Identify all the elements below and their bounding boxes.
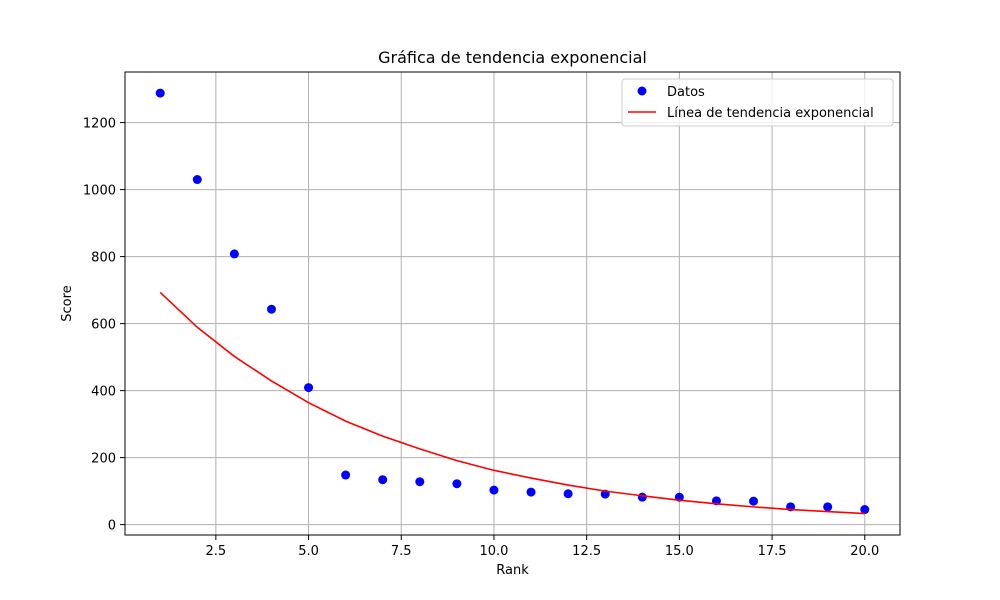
data-point bbox=[266, 304, 276, 314]
data-point bbox=[155, 88, 165, 98]
y-tick-label: 1200 bbox=[83, 117, 116, 132]
data-point bbox=[229, 249, 239, 259]
data-point bbox=[637, 492, 647, 502]
x-axis-title: Rank bbox=[496, 563, 529, 578]
data-point bbox=[860, 505, 870, 515]
data-point bbox=[823, 502, 833, 512]
data-point bbox=[415, 477, 425, 487]
y-tick-label: 0 bbox=[108, 519, 116, 534]
y-tick-label: 800 bbox=[91, 251, 116, 266]
data-point bbox=[304, 383, 314, 393]
data-point bbox=[489, 485, 499, 495]
x-tick-label: 10.0 bbox=[479, 544, 508, 559]
y-tick-label: 400 bbox=[91, 385, 116, 400]
grid-lines bbox=[125, 72, 900, 535]
x-tick-label: 2.5 bbox=[206, 544, 227, 559]
legend: Datos Línea de tendencia exponencial bbox=[621, 78, 894, 127]
plot-series bbox=[155, 88, 870, 515]
x-tick-label: 20.0 bbox=[850, 544, 879, 559]
data-point bbox=[526, 487, 536, 497]
legend-label: Línea de tendencia exponencial bbox=[667, 106, 874, 121]
x-tick-label: 15.0 bbox=[665, 544, 694, 559]
x-tick-label: 5.0 bbox=[298, 544, 319, 559]
data-point bbox=[378, 475, 388, 485]
legend-box bbox=[621, 78, 894, 127]
x-tick-label: 12.5 bbox=[572, 544, 601, 559]
data-point bbox=[192, 175, 202, 185]
data-point bbox=[749, 496, 759, 506]
data-point bbox=[341, 470, 351, 480]
x-tick-label: 17.5 bbox=[758, 544, 787, 559]
data-point bbox=[563, 489, 573, 499]
axis-ticks: 2.5 5.0 7.5 10.0 12.5 15.0 17.5 20.0 0 200 400 600 8… bbox=[83, 117, 879, 559]
y-axis-title: Score bbox=[60, 285, 75, 321]
plot-frame bbox=[124, 71, 901, 536]
x-tick-label: 7.5 bbox=[391, 544, 412, 559]
y-tick-label: 1000 bbox=[83, 184, 116, 199]
chart-title: Gráfica de tendencia exponencial bbox=[378, 48, 647, 67]
y-tick-label: 600 bbox=[91, 318, 116, 333]
data-point bbox=[452, 479, 462, 489]
y-tick-label: 200 bbox=[91, 452, 116, 467]
legend-label: Datos bbox=[667, 85, 705, 100]
legend-dot-marker bbox=[637, 86, 647, 96]
trend-line bbox=[159, 291, 865, 515]
